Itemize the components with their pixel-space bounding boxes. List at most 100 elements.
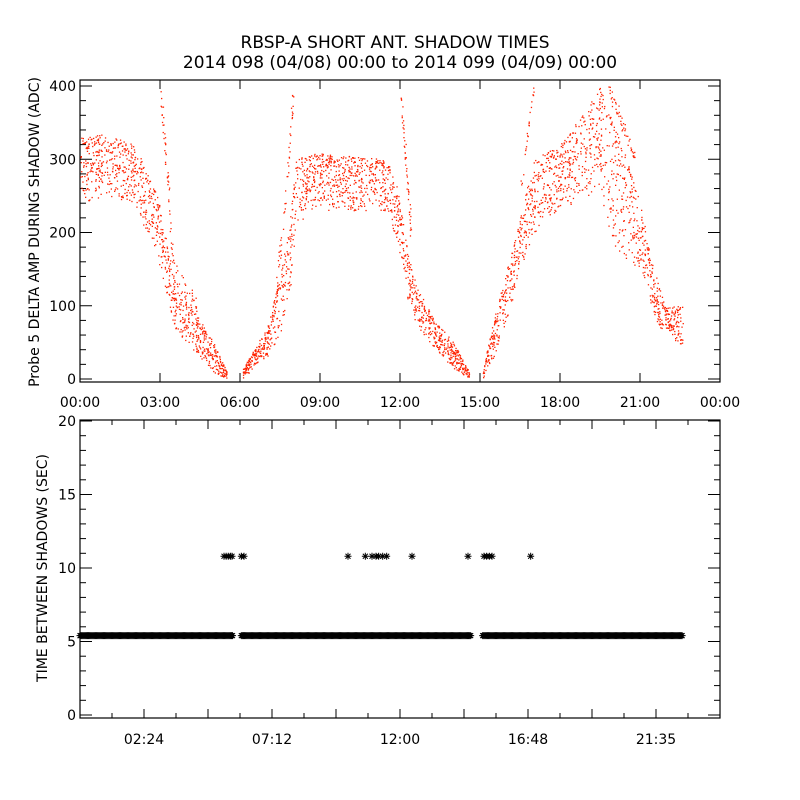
data-point — [492, 341, 495, 344]
data-point — [337, 160, 339, 162]
data-point — [157, 218, 159, 220]
data-point — [485, 357, 488, 360]
data-point — [590, 144, 593, 146]
data-point — [484, 365, 486, 368]
data-point — [530, 189, 532, 192]
data-point — [359, 191, 361, 194]
data-point — [161, 247, 163, 249]
data-point — [547, 184, 550, 187]
data-point — [632, 196, 634, 198]
data-point — [221, 375, 223, 377]
data-point — [494, 317, 496, 319]
data-point — [173, 297, 175, 299]
data-point — [467, 376, 469, 378]
data-point — [405, 254, 407, 256]
data-point — [333, 185, 336, 187]
data-point — [191, 311, 193, 313]
data-point — [501, 292, 503, 294]
data-point — [537, 206, 539, 208]
data-point — [444, 343, 446, 345]
data-point — [532, 182, 534, 184]
data-point — [611, 105, 614, 108]
data-point — [128, 151, 130, 153]
data-point — [98, 151, 100, 153]
data-point — [162, 229, 164, 231]
data-point — [431, 333, 433, 335]
data-point — [354, 208, 356, 211]
data-point — [400, 224, 402, 226]
data-point — [117, 168, 120, 170]
data-point — [168, 282, 171, 285]
data-point — [662, 307, 664, 309]
bottom-y-axis-label: TIME BETWEEN SHADOWS (SEC) — [35, 454, 51, 683]
data-point — [551, 150, 554, 152]
data-point — [369, 170, 371, 172]
data-point — [333, 161, 335, 163]
data-point — [294, 197, 296, 199]
data-point — [485, 359, 488, 361]
data-point — [404, 255, 407, 257]
data-point — [203, 327, 205, 329]
data-point — [380, 209, 382, 211]
data-point — [601, 93, 603, 96]
data-point — [632, 235, 634, 237]
data-point — [222, 374, 224, 376]
data-point — [403, 255, 406, 257]
data-point — [279, 245, 281, 247]
data-point — [178, 294, 181, 297]
top-y-tick-label: 200 — [49, 226, 76, 242]
data-point — [601, 102, 603, 104]
data-point — [201, 326, 203, 328]
data-point — [143, 200, 145, 202]
data-point — [442, 344, 444, 346]
data-point — [533, 181, 535, 184]
data-point — [187, 313, 190, 315]
data-point — [223, 364, 225, 366]
data-point — [622, 229, 624, 231]
data-point — [661, 327, 663, 330]
data-point — [578, 183, 580, 185]
data-point — [654, 305, 656, 307]
data-point — [365, 209, 367, 212]
data-point — [402, 106, 404, 108]
data-point — [360, 162, 362, 165]
data-point — [415, 310, 418, 312]
data-point — [101, 144, 103, 146]
data-point — [131, 157, 133, 159]
data-point — [538, 224, 540, 227]
data-point — [543, 194, 546, 196]
data-point — [119, 139, 122, 141]
data-point — [585, 153, 587, 155]
data-point — [256, 358, 258, 360]
data-point — [384, 169, 387, 171]
data-point — [166, 246, 168, 248]
data-point — [682, 339, 684, 341]
data-point — [456, 358, 459, 360]
data-point — [306, 189, 309, 192]
data-point — [130, 170, 133, 172]
data-point — [326, 158, 328, 161]
data-point — [498, 325, 500, 327]
data-point — [647, 248, 649, 251]
data-point — [166, 270, 168, 272]
data-point — [259, 352, 261, 354]
data-point — [633, 231, 635, 234]
data-point — [119, 143, 121, 145]
data-point — [276, 317, 279, 320]
data-point — [588, 132, 590, 134]
data-point — [580, 147, 582, 149]
data-point — [491, 343, 493, 345]
data-point — [533, 91, 535, 93]
data-point — [643, 274, 645, 277]
data-point — [414, 290, 417, 292]
data-point — [86, 141, 88, 143]
data-point — [651, 294, 653, 297]
data-point — [272, 305, 275, 307]
data-point — [117, 144, 120, 146]
data-point — [536, 178, 538, 180]
data-point — [457, 355, 459, 357]
data-point — [411, 280, 414, 283]
data-point — [623, 252, 625, 255]
data-point — [118, 167, 120, 169]
data-point — [92, 171, 94, 173]
